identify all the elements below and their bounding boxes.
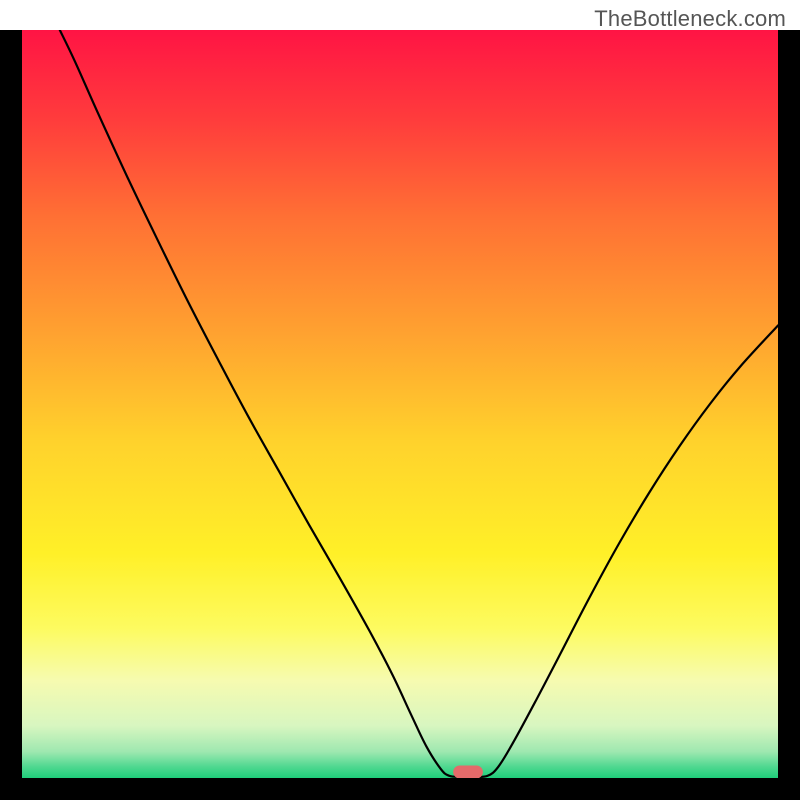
bottleneck-chart <box>22 30 778 778</box>
frame-left <box>0 30 22 800</box>
frame-bottom <box>0 778 800 800</box>
background-rect <box>22 30 778 778</box>
plot-area <box>22 30 778 778</box>
frame-right <box>778 30 800 800</box>
watermark-text: TheBottleneck.com <box>594 6 786 32</box>
chart-container: TheBottleneck.com <box>0 0 800 800</box>
optimal-marker <box>454 766 483 778</box>
